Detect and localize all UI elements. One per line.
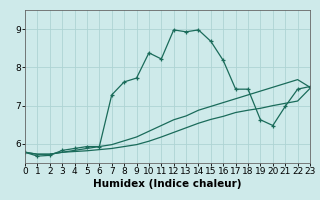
X-axis label: Humidex (Indice chaleur): Humidex (Indice chaleur)	[93, 179, 242, 189]
